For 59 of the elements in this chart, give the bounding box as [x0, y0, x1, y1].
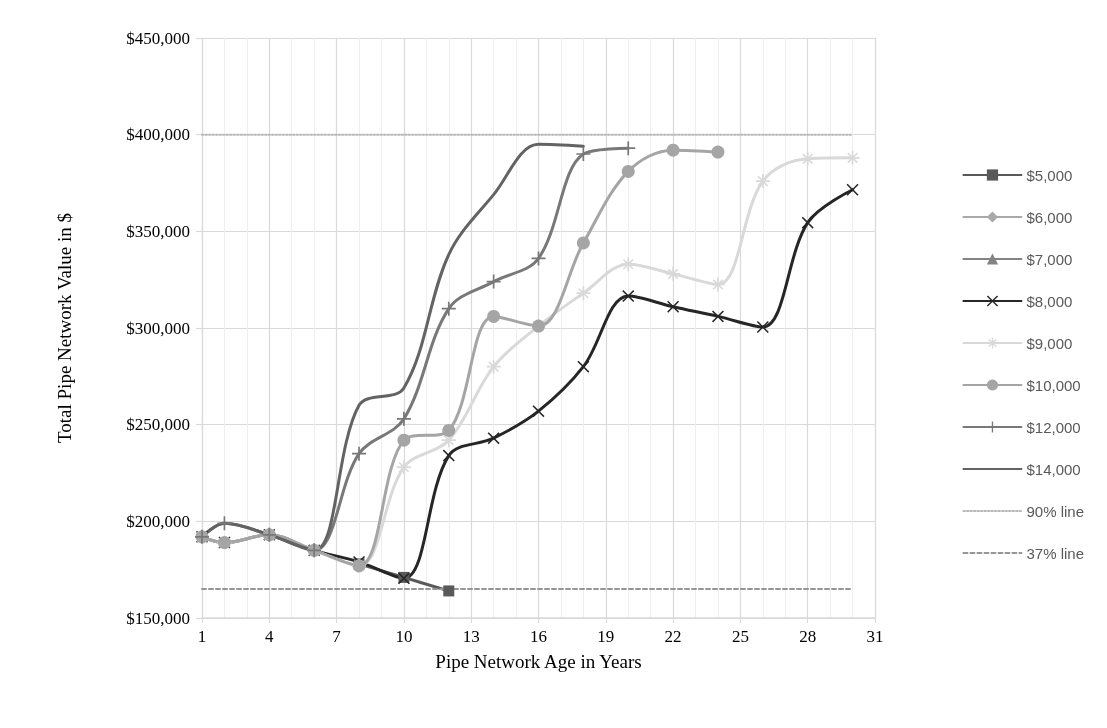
point [441, 301, 456, 316]
point [846, 183, 859, 196]
point [666, 266, 681, 281]
legend-label: $10,000 [1026, 376, 1081, 394]
point [800, 151, 815, 166]
x-tick-label: 13 [462, 627, 480, 646]
point [576, 147, 591, 161]
x-axis-title: Pipe Network Age in Years [435, 651, 642, 672]
legend-label: $8,000 [1026, 292, 1073, 310]
y-tick-label: $350,000 [126, 221, 190, 241]
legend-label: $12,000 [1026, 418, 1081, 436]
x-tick-label: 22 [664, 627, 682, 646]
point [442, 449, 455, 462]
y-tick-label: $400,000 [126, 125, 190, 145]
point [487, 309, 501, 323]
point [667, 300, 680, 313]
point [801, 216, 814, 229]
y-axis-title: Total Pipe Network Value in $ [54, 213, 75, 443]
point [577, 360, 590, 373]
point [711, 145, 725, 159]
legend-label: $5,000 [1026, 166, 1073, 184]
x-tick-label: 31 [866, 627, 884, 646]
point [711, 310, 724, 323]
point [396, 460, 411, 475]
x-tick-label: 25 [731, 627, 749, 646]
legend-label: $14,000 [1026, 460, 1081, 478]
x-tick-label: 16 [530, 627, 547, 646]
point [487, 432, 500, 445]
point [486, 359, 501, 374]
point [532, 405, 545, 418]
point [756, 321, 769, 334]
point [442, 423, 456, 437]
y-tick-label: $200,000 [126, 511, 190, 531]
x-tick-label: 10 [395, 627, 413, 646]
legend-label: $6,000 [1026, 208, 1073, 226]
y-tick-label: $300,000 [126, 318, 190, 338]
point [217, 516, 232, 531]
x-tick-label: 19 [597, 627, 615, 646]
point [443, 585, 455, 597]
y-tick-label: $450,000 [126, 28, 190, 48]
x-tick-label: 1 [197, 627, 207, 646]
point [576, 236, 590, 250]
point [396, 411, 411, 426]
point [352, 446, 367, 461]
point [621, 164, 635, 178]
x-tick-label: 7 [332, 627, 342, 646]
point [397, 433, 411, 447]
y-tick-label: $150,000 [126, 608, 190, 628]
point [666, 143, 680, 157]
point [622, 290, 635, 303]
x-tick-label: 28 [799, 627, 817, 646]
legend-label: $9,000 [1026, 334, 1073, 352]
legend-label: $7,000 [1026, 250, 1073, 268]
legend-label: 90% line [1026, 502, 1085, 520]
x-tick-label: 4 [265, 627, 275, 646]
y-tick-label: $250,000 [126, 415, 190, 435]
point [621, 257, 636, 272]
legend-label: 37% line [1026, 544, 1085, 562]
point [755, 174, 770, 189]
